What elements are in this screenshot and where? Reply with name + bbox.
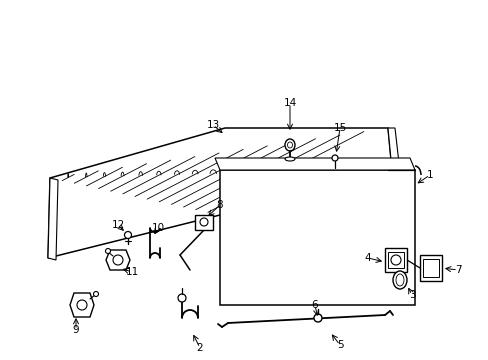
Ellipse shape bbox=[285, 157, 294, 161]
Circle shape bbox=[313, 314, 321, 322]
Polygon shape bbox=[387, 252, 403, 268]
Ellipse shape bbox=[392, 271, 406, 289]
Circle shape bbox=[105, 248, 110, 253]
Text: 4: 4 bbox=[364, 253, 370, 263]
Polygon shape bbox=[220, 170, 414, 305]
Text: 9: 9 bbox=[73, 325, 79, 335]
Text: 1: 1 bbox=[426, 170, 432, 180]
Polygon shape bbox=[106, 250, 130, 270]
Circle shape bbox=[331, 155, 337, 161]
Ellipse shape bbox=[395, 274, 403, 286]
Circle shape bbox=[93, 292, 98, 297]
Text: 12: 12 bbox=[111, 220, 124, 230]
Text: 3: 3 bbox=[408, 290, 414, 300]
Text: 15: 15 bbox=[333, 123, 346, 133]
Circle shape bbox=[390, 255, 400, 265]
Circle shape bbox=[178, 294, 185, 302]
Text: 14: 14 bbox=[283, 98, 296, 108]
Polygon shape bbox=[384, 248, 406, 272]
Polygon shape bbox=[48, 178, 58, 260]
Circle shape bbox=[124, 231, 131, 238]
Text: 2: 2 bbox=[196, 343, 203, 353]
Circle shape bbox=[200, 218, 207, 226]
Polygon shape bbox=[220, 170, 399, 218]
Text: 13: 13 bbox=[206, 120, 219, 130]
Text: 6: 6 bbox=[311, 300, 318, 310]
Text: 8: 8 bbox=[216, 200, 223, 210]
Circle shape bbox=[113, 255, 123, 265]
Text: 5: 5 bbox=[336, 340, 343, 350]
Polygon shape bbox=[195, 215, 213, 230]
Text: 11: 11 bbox=[125, 267, 138, 277]
Polygon shape bbox=[48, 128, 391, 258]
Polygon shape bbox=[419, 255, 441, 281]
Circle shape bbox=[77, 300, 87, 310]
Polygon shape bbox=[215, 158, 414, 170]
Polygon shape bbox=[70, 293, 94, 317]
Ellipse shape bbox=[287, 142, 292, 148]
Text: 10: 10 bbox=[151, 223, 164, 233]
Polygon shape bbox=[387, 128, 399, 172]
Text: 7: 7 bbox=[454, 265, 460, 275]
Polygon shape bbox=[422, 259, 438, 277]
Ellipse shape bbox=[285, 139, 294, 151]
